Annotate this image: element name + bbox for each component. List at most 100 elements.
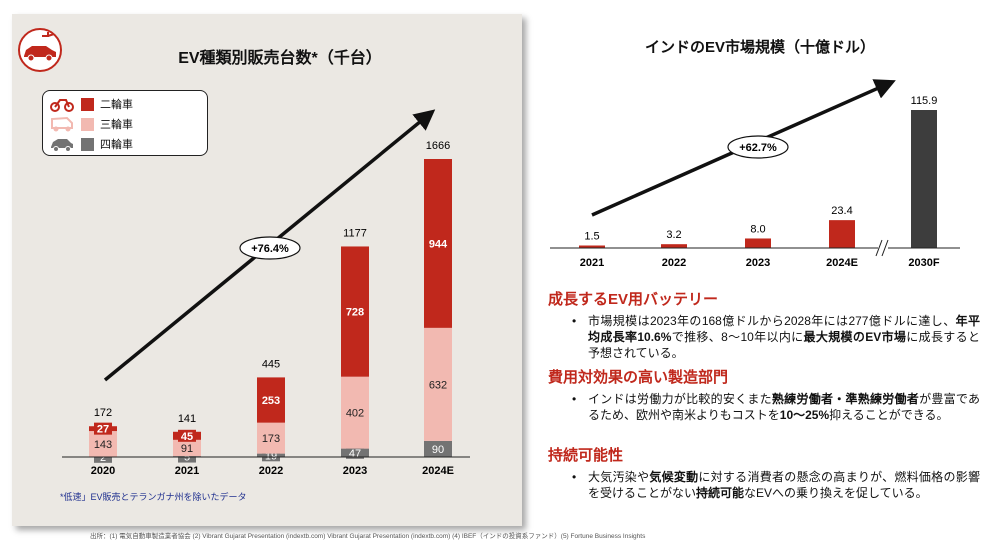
body-text: 市場規模は2023年の168億ドルから2028年には277億ドルに達し、 — [588, 314, 956, 328]
section-body: • 大気汚染や気候変動に対する消費者の懸念の高まりが、燃料価格の影響を受けること… — [572, 469, 980, 501]
body-text: インドは労働力が比較的安くまた — [588, 392, 772, 406]
data-label: 115.9 — [911, 95, 938, 107]
body-emphasis: 熟練労働者・準熟練労働者 — [771, 392, 920, 406]
section-battery: 成長するEV用バッテリー • 市場規模は2023年の168億ドルから2028年に… — [548, 288, 980, 361]
total-label: 445 — [262, 358, 280, 370]
data-label: 90 — [432, 444, 444, 456]
data-label: 2 — [100, 452, 106, 464]
data-label: 47 — [349, 448, 361, 460]
chart-footnote: *低速」EV販売とテランガナ州を除いたデータ — [60, 492, 247, 502]
bullet-icon: • — [572, 314, 577, 328]
sources-note: 出所：(1) 電気自動車製造業者協会 (2) Vibrant Gujarat P… — [90, 533, 646, 540]
body-text: が豊富であるため、欧州や南米よりもコストを — [588, 392, 980, 422]
bar — [829, 220, 855, 248]
chart-legend: 二輪車 三輪車 四輪車 — [42, 90, 208, 156]
legend-swatch-three-wheeler — [81, 117, 94, 131]
bar-segment — [89, 431, 117, 457]
bar-segment — [341, 376, 369, 449]
ev-sales-title: EV種類別販売台数*（千台） — [178, 50, 382, 67]
data-label: 8.0 — [750, 223, 765, 235]
body-emphasis: 気候変動 — [649, 470, 699, 484]
auto-rickshaw-icon — [51, 116, 73, 132]
bar-segment — [424, 159, 452, 328]
data-label: 402 — [346, 408, 364, 420]
data-label: 1.5 — [584, 231, 599, 243]
bullet-icon: • — [572, 470, 577, 484]
data-label-bg — [178, 429, 196, 442]
data-label: 143 — [94, 439, 112, 451]
legend-label: 三輪車 — [100, 119, 133, 131]
legend-label: 二輪車 — [100, 99, 133, 111]
data-label: 173 — [262, 433, 280, 445]
data-label: 253 — [262, 395, 280, 407]
data-label: 3.2 — [666, 229, 681, 241]
data-label: 944 — [429, 238, 448, 250]
legend-swatch-four-wheeler — [81, 137, 94, 151]
bar-segment — [173, 439, 201, 457]
ev-market-title: インドのEV市場規模（十億ドル） — [644, 39, 875, 56]
motorcycle-icon — [50, 99, 74, 112]
section-body: • インドは労働力が比較的安くまた熟練労働者・準熟練労働者が豊富であるため、欧州… — [572, 391, 980, 423]
data-label-bg — [346, 446, 364, 459]
body-text: なEVへの乗り換えを促している。 — [744, 486, 928, 500]
bar-segment — [257, 377, 285, 423]
data-label: 91 — [181, 443, 193, 455]
x-tick-label: 2022 — [259, 465, 283, 477]
x-tick-label: 2023 — [746, 257, 770, 269]
data-label: 728 — [346, 307, 364, 319]
total-label: 1177 — [343, 227, 367, 239]
body-text: 抑えることができる。 — [829, 408, 949, 422]
body-text: で推移、8～10年以内に — [671, 330, 804, 344]
data-label: 5 — [184, 452, 190, 464]
body-text: に対する消費者の懸念の高まりが、燃料価格の影響を受けることがない — [588, 470, 980, 500]
legend-item-two-wheeler: 二輪車 — [43, 95, 133, 113]
bar-segment — [424, 440, 452, 457]
cagr-label: +62.7% — [739, 142, 777, 154]
bar — [579, 245, 605, 248]
legend-item-three-wheeler: 三輪車 — [43, 115, 133, 133]
ev-sales-stacked-bar-chart: 2143271722020591451412021191732534452022… — [62, 109, 470, 477]
data-label: 45 — [181, 431, 193, 443]
x-tick-label: 2024E — [422, 465, 454, 477]
legend-label: 四輪車 — [100, 139, 133, 151]
section-body: • 市場規模は2023年の168億ドルから2028年には277億ドルに達し、年平… — [572, 313, 980, 361]
data-label: 23.4 — [831, 205, 852, 217]
body-emphasis: 最大規模のEV市場 — [803, 330, 907, 344]
body-text: 大気汚染や — [588, 470, 650, 484]
x-tick-label: 2023 — [343, 465, 367, 477]
x-tick-label: 2022 — [662, 257, 686, 269]
ev-car-logo-icon — [18, 28, 62, 72]
data-label: 632 — [429, 379, 447, 391]
cagr-badge: +76.4% — [239, 236, 301, 260]
total-label: 172 — [94, 407, 112, 419]
total-label: 141 — [178, 413, 196, 425]
x-tick-label: 2021 — [175, 465, 199, 477]
section-heading: 費用対効果の高い製造部門 — [548, 369, 729, 386]
x-tick-label: 2020 — [91, 465, 115, 477]
bar — [745, 238, 771, 248]
section-sustainability: 持続可能性 • 大気汚染や気候変動に対する消費者の懸念の高まりが、燃料価格の影響… — [548, 444, 980, 501]
section-heading: 成長するEV用バッテリー — [548, 291, 719, 308]
legend-item-four-wheeler: 四輪車 — [43, 135, 133, 153]
cagr-badge: +62.7% — [727, 135, 789, 159]
section-manufacturing: 費用対効果の高い製造部門 • インドは労働力が比較的安くまた熟練労働者・準熟練労… — [548, 366, 980, 423]
cagr-label: +76.4% — [251, 243, 289, 255]
car-icon — [51, 139, 73, 152]
body-emphasis: 年平均成長率10.6% — [588, 314, 980, 344]
total-label: 1666 — [426, 140, 450, 152]
ev-market-bar-chart: 1.5 2021 3.2 2022 8.0 2023 23.4 2024E 115.9 2030F… — [550, 79, 960, 269]
body-text: に成長すると予想されている。 — [588, 330, 980, 360]
bar — [911, 110, 937, 248]
bar-segment — [257, 422, 285, 454]
bar-segment — [424, 327, 452, 441]
x-tick-label: 2021 — [580, 257, 604, 269]
axis-break-icon — [875, 239, 889, 257]
body-emphasis: 10～25% — [779, 408, 830, 422]
body-emphasis: 持続可能 — [696, 486, 745, 500]
bullet-icon: • — [572, 392, 577, 406]
bar — [661, 244, 687, 248]
x-tick-label: 2030F — [908, 257, 939, 269]
section-heading: 持続可能性 — [548, 447, 624, 464]
bar-segment — [341, 246, 369, 377]
legend-swatch-two-wheeler — [81, 97, 94, 111]
